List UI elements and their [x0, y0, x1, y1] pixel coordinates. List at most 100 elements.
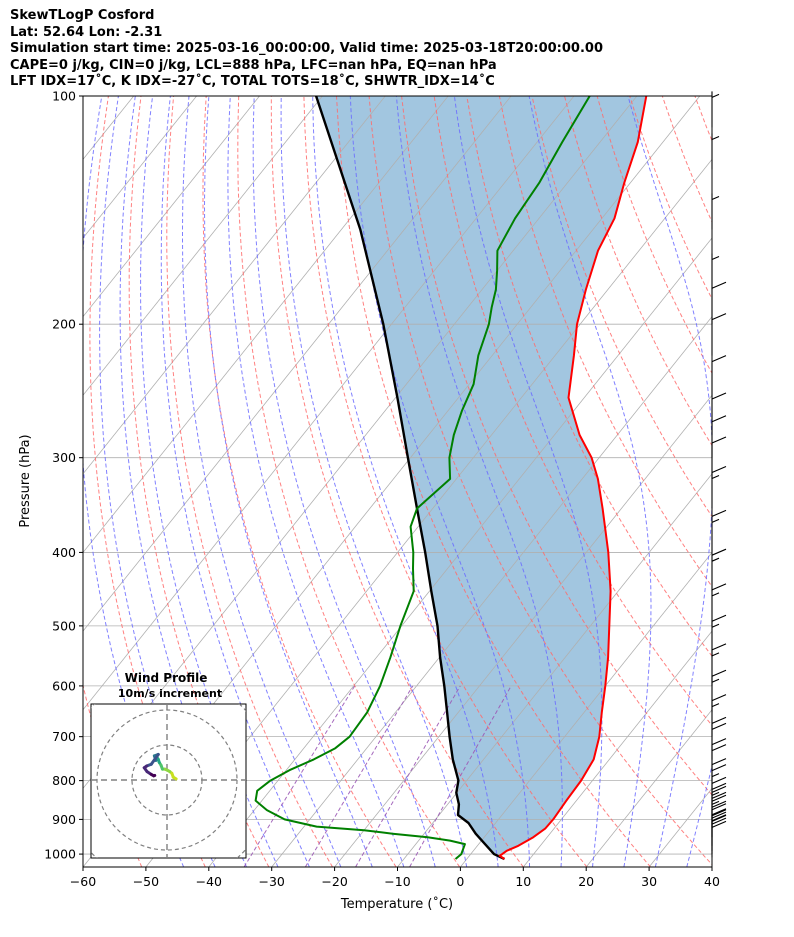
wind-barb-half-feather — [711, 93, 720, 98]
wind-barb-feather — [711, 669, 727, 677]
moist-adiabat-line — [140, 96, 279, 867]
grid-lines — [0, 96, 712, 867]
wind-barb-feather — [711, 694, 727, 702]
wind-barb — [711, 392, 727, 435]
wind-barb-feather — [711, 817, 727, 825]
isotherm-line — [0, 96, 71, 867]
wind-barb-feather — [711, 509, 727, 517]
dry-adiabat-line — [202, 96, 397, 867]
wind-barb — [711, 694, 727, 737]
x-tick-label: 20 — [578, 874, 594, 889]
isotherm-line — [460, 551, 712, 867]
wind-barb-feather — [711, 614, 727, 622]
wind-barb-half-feather — [711, 703, 720, 708]
dry-adiabat-line — [661, 96, 712, 223]
wind-barb — [711, 133, 720, 170]
isotherm-line — [585, 709, 712, 867]
dry-adiabat-line — [498, 96, 712, 588]
x-tick-label: −60 — [70, 874, 96, 889]
wind-barb-half-feather — [711, 678, 720, 683]
cape-shading — [316, 96, 647, 859]
y-tick-label: 600 — [52, 678, 76, 693]
isotherm-line — [271, 315, 712, 867]
wind-barb — [711, 716, 727, 760]
wind-barb — [711, 91, 720, 128]
wind-barb-feather — [711, 643, 727, 651]
wind-barb-feather — [711, 758, 727, 766]
moist-adiabat-line — [528, 96, 652, 867]
isotherm-line — [711, 866, 712, 867]
wind-barb-half-feather — [711, 135, 720, 140]
hodograph-inset: Wind Profile 10m/s increment — [90, 671, 247, 859]
dry-adiabat-line — [237, 96, 461, 867]
indices-line: LFT IDX=17˚C, K IDX=-27˚C, TOTAL TOTS=18… — [10, 74, 495, 89]
dry-adiabat-line — [368, 96, 712, 866]
mixing-ratio-line — [243, 685, 356, 867]
y-tick-label: 200 — [52, 317, 76, 332]
moist-adiabat-line — [312, 96, 499, 867]
isotherm-line — [83, 96, 323, 396]
wind-barb-half-feather — [711, 791, 720, 796]
x-tick-label: −30 — [259, 874, 285, 889]
dry-adiabat-line — [6, 96, 78, 867]
wind-barb-half-feather — [711, 557, 720, 562]
y-tick-label: 100 — [52, 89, 76, 104]
moist-adiabat-line — [252, 96, 436, 867]
chart-title: SkewTLogP Cosford — [10, 8, 155, 23]
y-tick-label: 300 — [52, 450, 76, 465]
isotherm-line — [208, 237, 712, 867]
wind-barb-half-feather — [711, 256, 720, 261]
wind-barb-feather — [711, 782, 727, 790]
axes: −60 −50 −40 −30 −20 −10 0 10 20 30 40 100 200 300 400 5… — [44, 89, 720, 890]
y-tick-label: 500 — [52, 618, 76, 633]
wind-barb-feather — [711, 808, 727, 816]
dry-adiabat-line — [531, 96, 712, 518]
moist-adiabat-line — [280, 96, 468, 867]
wind-barb-half-feather — [711, 773, 720, 778]
dewpoint-line — [254, 96, 591, 860]
isotherm-line — [145, 158, 712, 867]
moist-adiabat-line — [627, 96, 712, 867]
mixing-ratio-line — [355, 685, 461, 867]
isotherm-line — [83, 96, 386, 475]
chart-header: SkewTLogP Cosford Lat: 52.64 Lon: -2.31 … — [10, 8, 603, 91]
mixing-ratio-line — [409, 685, 512, 867]
wind-barb-feather — [711, 355, 727, 363]
moist-adiabat-line — [686, 764, 712, 867]
x-tick-label: −10 — [384, 874, 410, 889]
wind-barb — [711, 465, 727, 509]
params-line: CAPE=0 j/kg, CIN=0 j/kg, LCL=888 hPa, LF… — [10, 57, 497, 73]
dry-adiabat-line — [270, 96, 524, 867]
moist-adiabat-line — [453, 96, 603, 867]
wind-barb — [711, 253, 720, 290]
isotherm-line — [83, 96, 260, 318]
dry-adiabat-line — [564, 96, 712, 447]
wind-barb-half-feather — [711, 623, 720, 628]
wind-barb-feather — [711, 791, 727, 799]
wind-barb-half-feather — [711, 800, 720, 805]
wind-barb-feather — [711, 803, 727, 811]
wind-barb-feather — [711, 764, 727, 772]
y-tick-label: 900 — [52, 812, 76, 827]
wind-barb-feather — [711, 722, 727, 730]
wind-barb — [711, 193, 720, 230]
wind-barb-feather — [711, 281, 727, 289]
dry-adiabat-line — [433, 96, 712, 727]
y-axis-label: Pressure (hPa) — [18, 434, 33, 527]
moist-adiabat-line — [227, 96, 405, 867]
isotherm-line — [83, 96, 575, 711]
wind-barb-feather — [711, 820, 727, 828]
isotherm-line — [83, 96, 512, 632]
wind-barb-feather — [711, 794, 727, 802]
wind-barb — [711, 509, 727, 553]
dry-adiabat-line — [596, 96, 712, 375]
isotherm-line — [522, 630, 712, 867]
wind-barb-feather — [711, 800, 727, 808]
wind-barb-feather — [711, 809, 727, 817]
wind-barb — [711, 436, 727, 479]
x-axis-label: Temperature (˚C) — [340, 896, 453, 912]
dry-adiabat-line — [0, 96, 15, 867]
mixing-ratio-line — [304, 685, 414, 867]
wind-barb-feather — [711, 465, 727, 473]
